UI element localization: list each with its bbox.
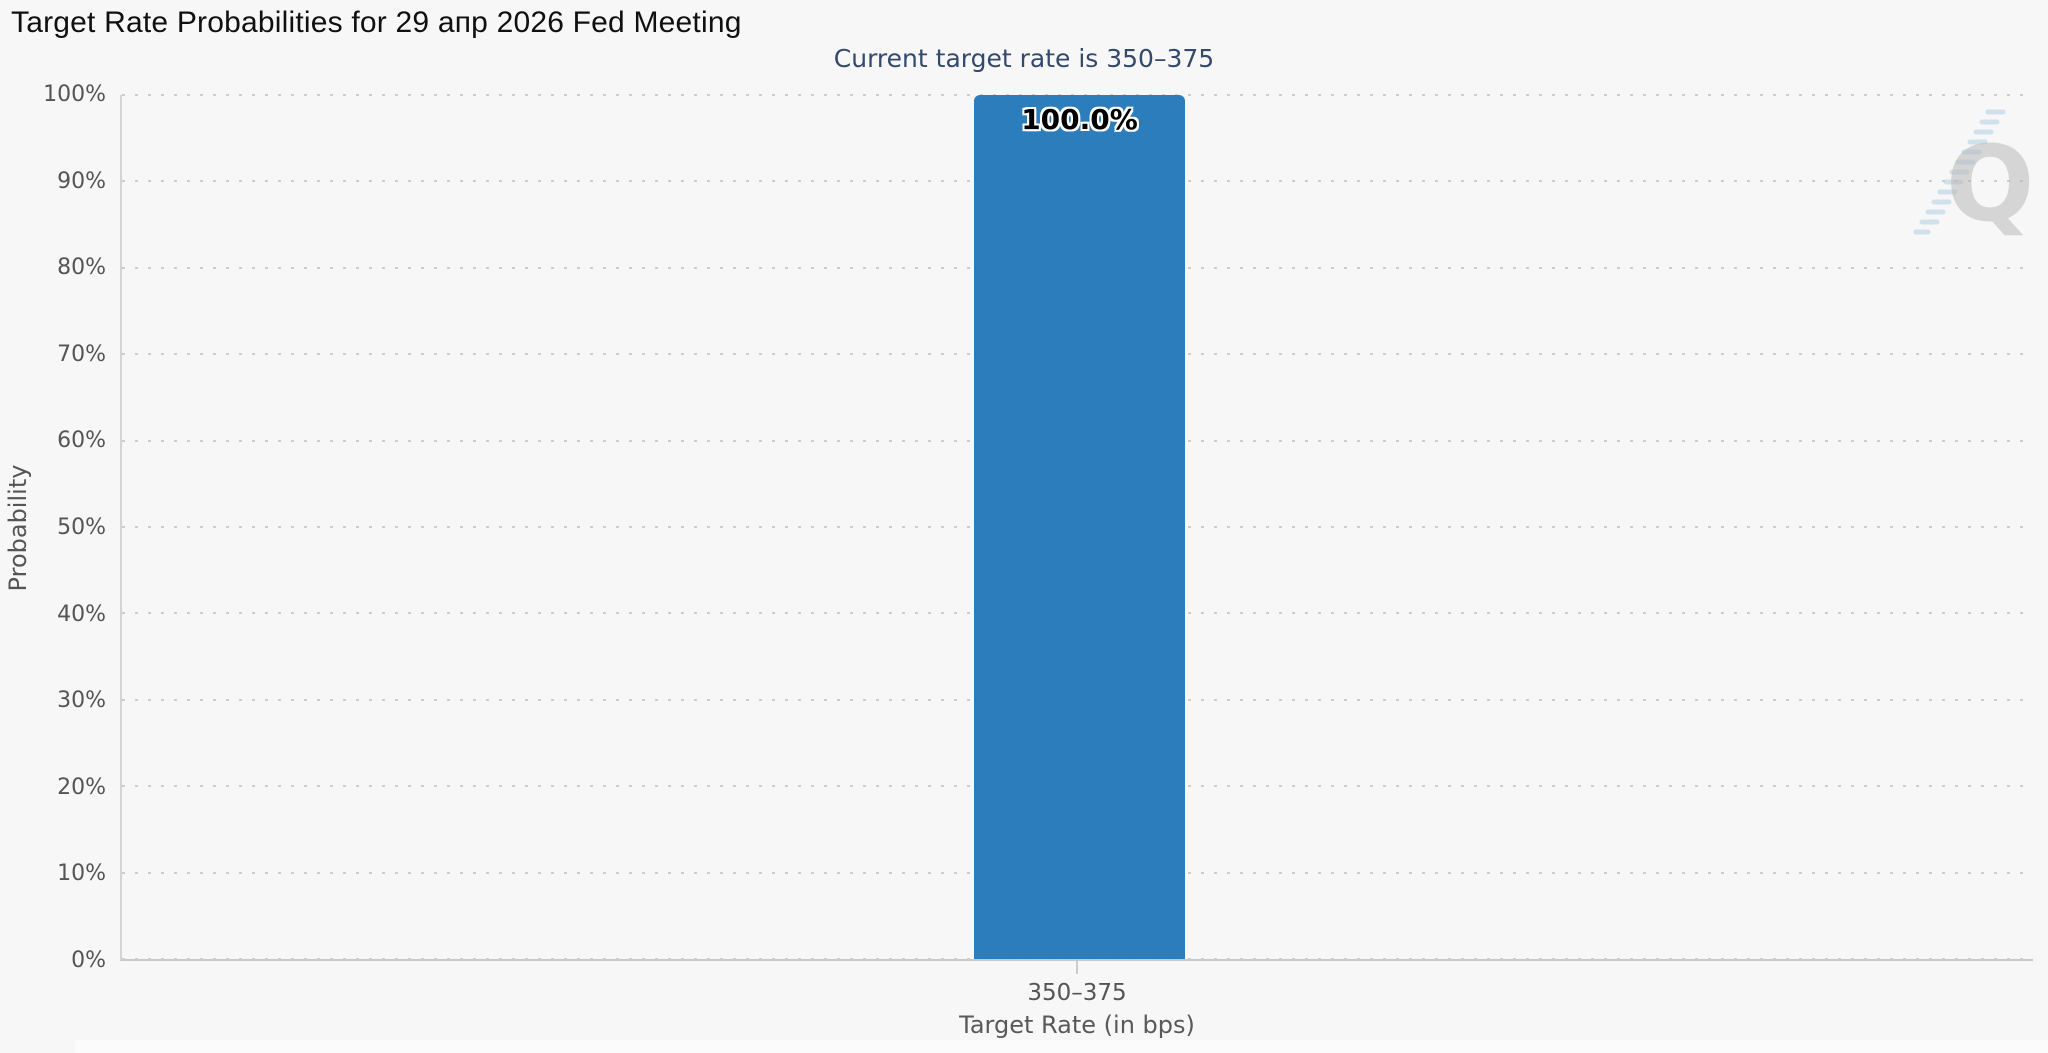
- y-axis-tick-label: 30%: [57, 688, 106, 713]
- y-axis-tick-label: 100%: [43, 82, 106, 107]
- y-axis-tick-label: 40%: [57, 602, 106, 627]
- bar-value-label: 100.0%: [1021, 103, 1138, 136]
- export-menu-button[interactable]: [1987, 12, 2031, 56]
- y-axis-tick-label: 60%: [57, 428, 106, 453]
- chart-subtitle: Current target rate is 350–375: [833, 44, 1215, 73]
- y-axis-tick-label: 10%: [57, 861, 106, 886]
- panel-edge: [75, 1040, 2048, 1053]
- chart-title: Target Rate Probabilities for 29 апр 202…: [11, 6, 742, 39]
- gridline: [122, 958, 2033, 960]
- y-axis-tick-label: 20%: [57, 775, 106, 800]
- plot-area: 100.0%: [120, 94, 2033, 961]
- y-axis-tick-label: 80%: [57, 255, 106, 280]
- y-axis-tick-label: 90%: [57, 169, 106, 194]
- y-axis-tick-label: 70%: [57, 342, 106, 367]
- y-axis-tick-label: 50%: [57, 515, 106, 540]
- x-axis-tick-mark: [1076, 961, 1078, 974]
- x-axis-title: Target Rate (in bps): [959, 1011, 1195, 1039]
- x-axis-category-label: 350–375: [1027, 980, 1127, 1006]
- y-axis-tick-label: 0%: [71, 948, 106, 973]
- probability-bar[interactable]: 100.0%: [974, 95, 1185, 959]
- y-axis-title: Probability: [4, 464, 32, 592]
